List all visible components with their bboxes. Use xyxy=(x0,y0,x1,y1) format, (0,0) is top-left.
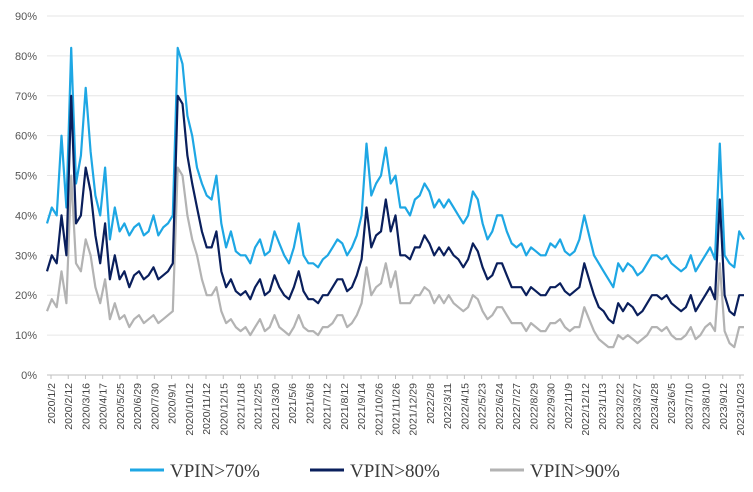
x-tick-label: 2022/8/29 xyxy=(528,383,540,430)
y-tick-label: 10% xyxy=(15,330,37,342)
legend: VPIN>70% VPIN>80% VPIN>90% xyxy=(130,461,620,482)
series-line-2 xyxy=(45,94,744,325)
legend-label-2: VPIN>80% xyxy=(350,461,440,482)
x-tick-label: 2023/7/10 xyxy=(683,383,695,430)
gridlines xyxy=(47,15,744,376)
x-tick-label: 2023/10/23 xyxy=(735,383,747,436)
x-tick-label: 2020/4/17 xyxy=(98,383,110,430)
x-tick-label: 2021/5/6 xyxy=(287,383,299,424)
series-line-3 xyxy=(45,166,744,349)
x-tick-label: 2022/3/11 xyxy=(442,383,454,429)
y-tick-label: 70% xyxy=(15,91,37,103)
x-tick-label: 2023/9/12 xyxy=(718,383,730,430)
x-tick-label: 2022/6/24 xyxy=(494,383,506,430)
x-tick-label: 2023/8/10 xyxy=(701,383,713,430)
y-tick-label: 0% xyxy=(21,370,37,382)
x-tick-label: 2020/10/12 xyxy=(184,383,196,436)
x-tick-label: 2023/2/22 xyxy=(614,383,626,430)
x-tick-label: 2023/1/13 xyxy=(597,383,609,430)
x-tick-label: 2021/7/12 xyxy=(322,383,334,430)
x-tick-label: 2021/3/30 xyxy=(270,383,282,430)
x-tick-label: 2021/6/8 xyxy=(304,383,316,424)
x-tick-label: 2021/10/26 xyxy=(373,383,385,436)
x-tick-label: 2022/11/9 xyxy=(563,383,575,429)
x-tick-label: 2021/1/18 xyxy=(235,383,247,430)
x-tick-label: 2021/9/14 xyxy=(356,383,368,430)
x-tick-label: 2020/1/2 xyxy=(46,383,58,424)
x-tick-label: 2020/3/16 xyxy=(80,383,92,430)
x-tick-label: 2023/3/27 xyxy=(632,383,644,430)
y-tick-label: 30% xyxy=(15,250,37,262)
x-tick-label: 2022/5/23 xyxy=(477,383,489,430)
y-tick-label: 20% xyxy=(15,290,37,302)
legend-label-1: VPIN>70% xyxy=(170,461,260,482)
y-tick-label: 90% xyxy=(15,11,37,23)
x-tick-label: 2020/6/29 xyxy=(132,383,144,430)
series-lines xyxy=(45,46,745,349)
x-tick-label: 2020/12/15 xyxy=(218,383,230,436)
x-tick-label: 2023/4/28 xyxy=(649,383,661,430)
y-tick-label: 40% xyxy=(15,210,37,222)
x-tick-label: 2020/2/12 xyxy=(63,383,75,430)
x-tick-label: 2020/11/12 xyxy=(201,383,213,435)
x-tick-label: 2023/6/5 xyxy=(666,383,678,424)
legend-label-3: VPIN>90% xyxy=(530,461,620,482)
x-tick-label: 2021/11/26 xyxy=(391,383,403,435)
x-tick-label: 2022/2/8 xyxy=(425,383,437,424)
x-tick-label: 2021/8/12 xyxy=(339,383,351,430)
y-tick-label: 80% xyxy=(15,51,37,63)
x-tick-label: 2021/2/25 xyxy=(253,383,265,430)
x-tick-label: 2022/9/30 xyxy=(546,383,558,430)
x-tick-label: 2022/12/12 xyxy=(580,383,592,436)
x-tick-label: 2022/4/15 xyxy=(459,383,471,430)
x-tick-label: 2020/9/1 xyxy=(167,383,179,424)
y-axis-ticks: 0% 10% 20% 30% 40% 50% 60% 70% 80% 90% xyxy=(15,11,37,382)
x-axis-ticks: 2020/1/2 2020/2/12 2020/3/16 2020/4/17 2020/… xyxy=(46,375,747,436)
x-tick-label: 2022/7/27 xyxy=(511,383,523,430)
x-tick-label: 2020/7/30 xyxy=(149,383,161,430)
y-tick-label: 50% xyxy=(15,171,37,183)
x-tick-label: 2021/12/29 xyxy=(408,383,420,436)
series-line-1 xyxy=(45,46,745,289)
x-tick-label: 2020/5/25 xyxy=(115,383,127,430)
y-tick-label: 60% xyxy=(15,131,37,143)
